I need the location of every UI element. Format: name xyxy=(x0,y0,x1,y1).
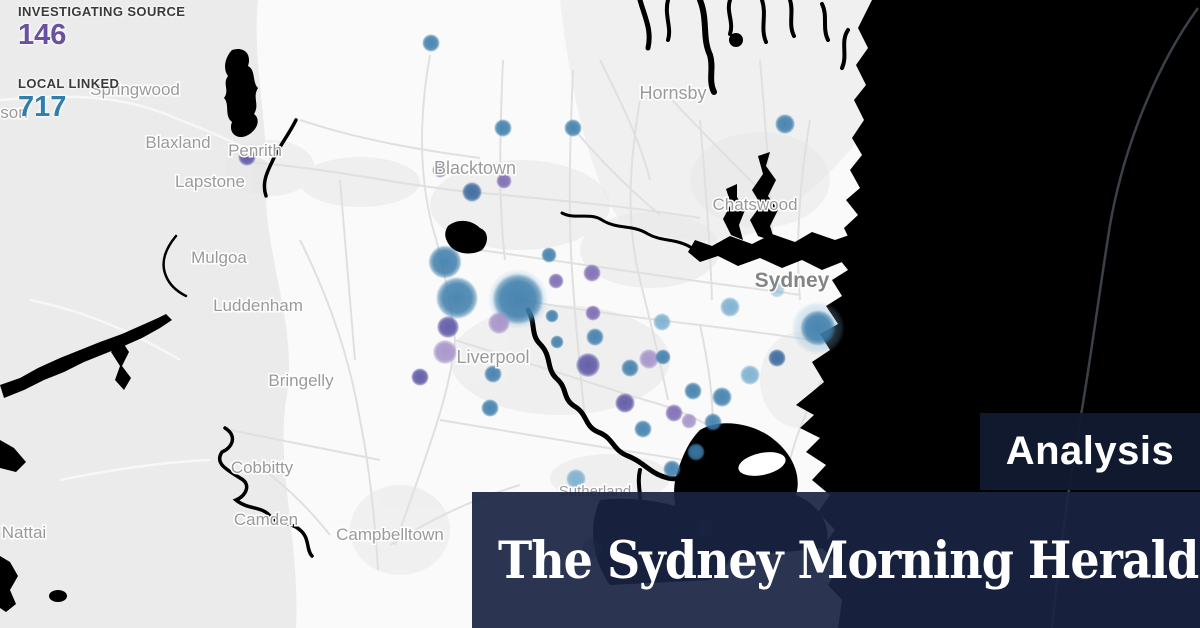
case-bubble xyxy=(436,315,460,339)
analysis-badge: Analysis xyxy=(980,413,1200,490)
legend-label: INVESTIGATING SOURCE xyxy=(18,4,186,19)
case-bubble xyxy=(653,313,671,331)
case-bubble xyxy=(681,413,697,429)
case-bubble xyxy=(548,273,564,289)
map-label-bringelly: Bringelly xyxy=(268,371,334,390)
map-label-penrith: Penrith xyxy=(228,141,282,160)
case-bubble xyxy=(481,399,499,417)
case-bubble xyxy=(496,173,512,189)
case-bubble xyxy=(541,247,557,263)
map-label-cobbitty: Cobbitty xyxy=(231,458,294,477)
map-label-hornsby: Hornsby xyxy=(639,83,706,103)
case-bubble xyxy=(655,349,671,365)
case-bubble xyxy=(663,460,681,478)
case-bubble xyxy=(768,349,786,367)
masthead-banner: The Sydney Morning Herald xyxy=(472,492,1200,628)
case-bubble xyxy=(461,181,483,203)
case-bubble xyxy=(238,148,256,166)
case-bubbles-layer xyxy=(238,34,845,560)
case-bubble xyxy=(621,359,639,377)
legend-label: LOCAL LINKED xyxy=(18,76,120,92)
analysis-badge-label: Analysis xyxy=(1005,429,1175,473)
case-bubble xyxy=(487,311,511,335)
case-bubble xyxy=(585,305,601,321)
legend: INVESTIGATING SOURCE 146 LOCAL LINKED 71… xyxy=(18,4,185,149)
case-bubble xyxy=(432,339,458,365)
case-bubble xyxy=(435,276,479,320)
map-label-blaxland: Blaxland xyxy=(145,133,210,152)
case-bubble xyxy=(422,34,440,52)
map-label-sydney: Sydney xyxy=(755,269,830,292)
legend-value: 146 xyxy=(18,19,67,51)
case-bubble xyxy=(614,392,636,414)
map-label-luddenham: Luddenham xyxy=(213,296,303,315)
case-bubble xyxy=(564,119,582,137)
case-bubble xyxy=(428,245,462,279)
case-bubble xyxy=(484,365,502,383)
case-bubble xyxy=(687,443,705,461)
case-bubble xyxy=(684,382,702,400)
case-bubble xyxy=(769,282,785,298)
case-bubble xyxy=(492,273,544,325)
map-region-west xyxy=(0,0,297,628)
case-bubble xyxy=(586,328,604,346)
map-label-springwood: Springwood xyxy=(90,80,180,99)
case-bubble xyxy=(634,420,652,438)
legend-item-investigating: INVESTIGATING SOURCE 146 xyxy=(18,4,185,50)
case-bubble xyxy=(411,368,429,386)
map-rivers xyxy=(162,0,850,558)
case-bubble xyxy=(774,113,796,135)
case-bubble xyxy=(665,404,683,422)
map-label-blacktown: Blacktown xyxy=(434,158,516,178)
legend-item-local-linked: LOCAL LINKED 717 xyxy=(18,76,185,122)
map-label-liverpool: Liverpool xyxy=(456,347,529,367)
case-bubble xyxy=(711,386,733,408)
case-bubble xyxy=(565,468,587,490)
map-kurnell-peninsula xyxy=(738,452,786,476)
map-roads-west xyxy=(0,95,271,482)
map-label-nattai: Nattai xyxy=(2,523,46,542)
case-bubble xyxy=(550,335,564,349)
masthead-title: The Sydney Morning Herald xyxy=(498,529,1199,591)
case-bubble xyxy=(432,162,448,178)
case-bubble xyxy=(638,348,660,370)
map-label-campbelltown: Campbelltown xyxy=(336,525,444,544)
case-bubble xyxy=(583,264,601,282)
case-bubble xyxy=(545,309,559,323)
map-label-lapstone: Lapstone xyxy=(175,172,245,191)
map-label-camden: Camden xyxy=(234,510,298,529)
map-label-chatswood: Chatswood xyxy=(712,195,797,214)
case-bubble xyxy=(719,296,741,318)
case-bubble xyxy=(800,310,836,346)
map-label-mulgoa: Mulgoa xyxy=(191,248,247,267)
case-bubble xyxy=(704,413,722,431)
case-bubble xyxy=(739,364,761,386)
legend-value: 717 xyxy=(18,91,67,124)
case-bubble xyxy=(494,119,512,137)
map-label-son: son xyxy=(0,103,27,122)
case-bubble xyxy=(575,352,601,378)
